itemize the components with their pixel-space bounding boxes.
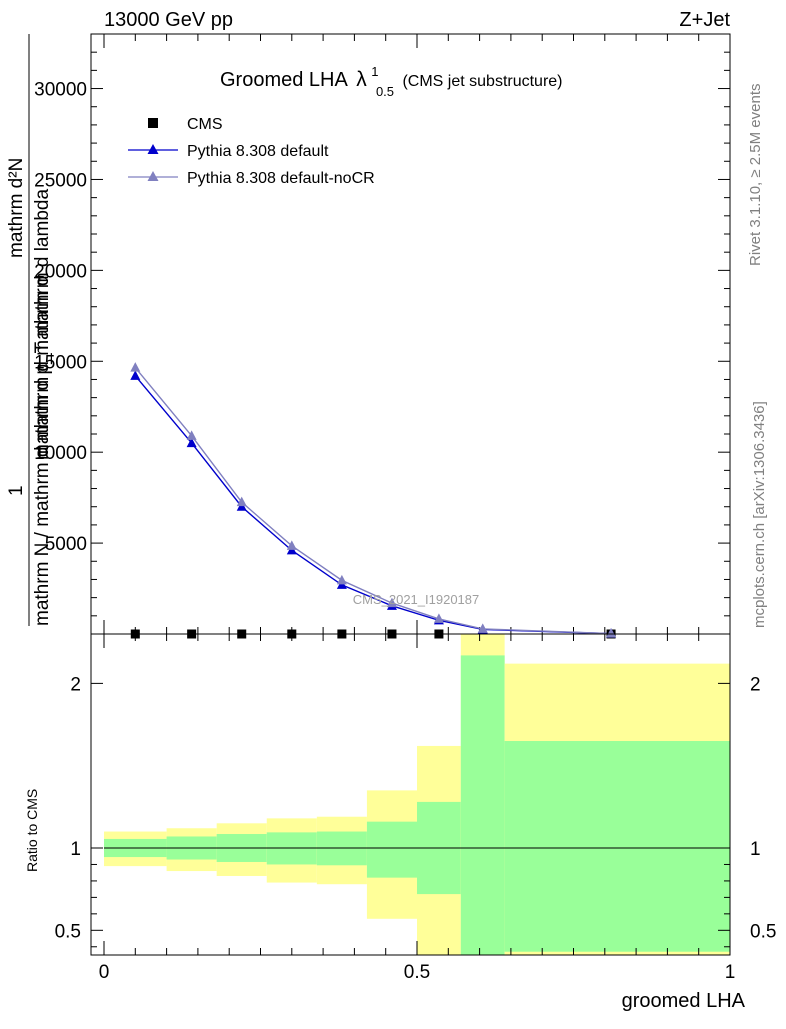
legend: CMS Pythia 8.308 default Pythia 8.308 de… bbox=[128, 116, 375, 187]
main-panel: 5000 10000 15000 20000 25000 30000 Groomed LH… bbox=[6, 33, 731, 639]
ratio-ytick-label-right: 0.5 bbox=[750, 921, 776, 942]
ratio-ytick-label-right: 1 bbox=[750, 839, 761, 860]
x-tick-label: 0.5 bbox=[404, 962, 430, 983]
x-tick-label: 0 bbox=[99, 962, 110, 983]
ratio-frame bbox=[90, 633, 731, 956]
ratio-ytick-label-left: 0.5 bbox=[55, 921, 81, 942]
main-axis-ticks: 5000 10000 15000 20000 25000 30000 bbox=[34, 33, 731, 635]
ylabel-one: 1 bbox=[6, 485, 27, 496]
series-point-2 bbox=[336, 574, 347, 585]
header-process: Z+Jet bbox=[679, 9, 730, 31]
series-point-2 bbox=[606, 628, 617, 638]
series-point-2 bbox=[386, 597, 397, 608]
analysis-label: CMS_2021_I1920187 bbox=[353, 592, 480, 607]
series-point-2 bbox=[433, 613, 444, 623]
legend-marker-default bbox=[147, 144, 159, 154]
legend-label-nocr: Pythia 8.308 default-noCR bbox=[187, 170, 375, 187]
ratio-bands bbox=[104, 634, 730, 955]
series-point-1 bbox=[130, 370, 141, 380]
series-point-2 bbox=[236, 496, 247, 507]
ratio-band-green bbox=[366, 821, 417, 878]
series-point-2 bbox=[286, 540, 297, 550]
ratio-panel: 0.5 0.5 1 1 2 2 0 0.5 1 Ratio to CMS groomed LHA bbox=[24, 633, 776, 1012]
series-point-2 bbox=[130, 362, 141, 372]
ratio-ylabel: Ratio to CMS bbox=[24, 789, 40, 872]
main-ytick-label: 25000 bbox=[34, 170, 87, 191]
ratio-band-green bbox=[460, 655, 505, 955]
x-axis-label: groomed LHA bbox=[622, 990, 746, 1012]
legend-marker-nocr bbox=[147, 171, 159, 181]
ratio-axis-ticks: 0.5 0.5 1 1 2 2 0 0.5 1 bbox=[55, 634, 776, 983]
series-point-1 bbox=[186, 437, 197, 448]
ratio-band-green bbox=[504, 741, 730, 952]
ratio-ytick-label-left: 2 bbox=[70, 674, 81, 695]
header-energy: 13000 GeV pp bbox=[104, 9, 233, 31]
main-ytick-label: 10000 bbox=[34, 443, 87, 464]
legend-marker-cms bbox=[148, 118, 158, 128]
legend-label-cms: CMS bbox=[187, 116, 223, 133]
series-point-2 bbox=[477, 623, 488, 633]
main-ytick-label: 30000 bbox=[34, 80, 87, 101]
ylabel-denominator: mathrm d p_T mathrm d lambda bbox=[32, 189, 53, 460]
main-ytick-label: 5000 bbox=[45, 534, 87, 555]
rivet-label: Rivet 3.1.10, ≥ 2.5M events bbox=[747, 84, 764, 267]
plot-title: Groomed LHA λ 1 0.5 (CMS jet substructur… bbox=[220, 63, 563, 100]
main-ytick-label: 15000 bbox=[34, 352, 87, 373]
main-ytick-label: 20000 bbox=[34, 261, 87, 282]
legend-label-default: Pythia 8.308 default bbox=[187, 143, 329, 160]
series-point-2 bbox=[186, 430, 197, 440]
main-ylabel: mathrm d²N mathrm d p_T mathrm d lambda … bbox=[6, 34, 53, 626]
ylabel-numerator: mathrm d²N bbox=[6, 158, 27, 258]
ratio-ytick-label-left: 1 bbox=[70, 839, 81, 860]
ylabel-bottom: mathrm N / mathrm d mathrm d mathrm d bbox=[32, 275, 53, 626]
mcplots-label: mcplots.cern.ch [arXiv:1306.3436] bbox=[751, 401, 768, 628]
ratio-ytick-label-right: 2 bbox=[750, 674, 761, 695]
x-tick-label: 1 bbox=[725, 962, 736, 983]
